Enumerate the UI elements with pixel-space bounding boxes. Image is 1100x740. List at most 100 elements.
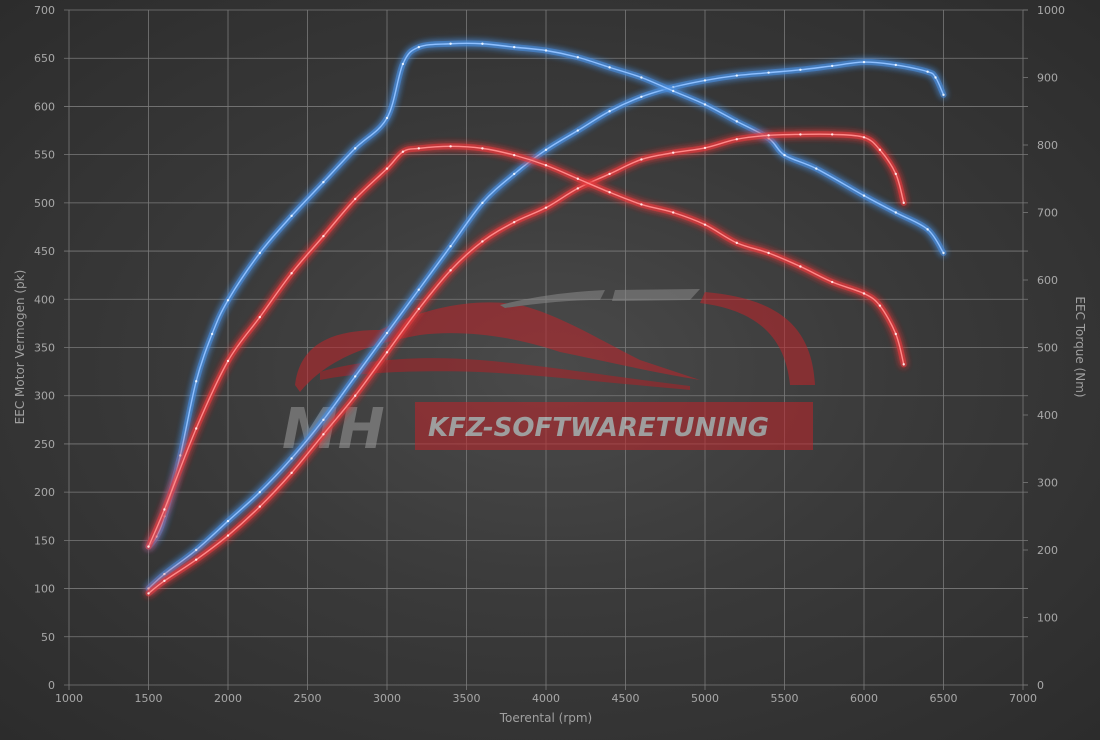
data-point: [878, 304, 882, 307]
data-point: [258, 251, 261, 255]
data-point: [226, 519, 230, 523]
data-point: [894, 332, 897, 336]
data-point: [934, 76, 937, 79]
y-right-tick-label: 400: [1037, 409, 1058, 422]
data-point: [640, 95, 643, 98]
data-point: [672, 151, 675, 154]
data-point: [195, 427, 198, 430]
data-point: [513, 45, 516, 49]
data-point: [385, 331, 389, 335]
grid: [64, 9, 1028, 690]
data-point: [147, 545, 150, 548]
data-point: [608, 172, 611, 176]
data-point: [179, 454, 182, 457]
series-0: [145, 59, 947, 592]
y-left-tick-label: 500: [34, 197, 55, 210]
x-tick-label: 6000: [850, 692, 878, 705]
data-point: [735, 74, 738, 77]
y-left-tick-label: 250: [34, 438, 55, 451]
x-tick-label: 4000: [532, 692, 560, 705]
y-right-tick-label: 600: [1037, 274, 1058, 287]
x-tick-label: 5000: [691, 692, 719, 705]
x-tick-label: 7000: [1009, 692, 1037, 705]
data-point: [767, 71, 770, 74]
data-point: [449, 269, 452, 272]
data-point: [735, 241, 738, 245]
y-right-tick-label: 0: [1037, 679, 1044, 692]
y-left-tick-label: 700: [34, 4, 55, 17]
series-2: [145, 131, 907, 597]
data-point: [815, 167, 818, 170]
x-tick-label: 5500: [771, 692, 799, 705]
x-tick-label: 2000: [214, 692, 242, 705]
data-point: [226, 359, 230, 363]
data-point: [226, 534, 230, 537]
data-point: [608, 191, 611, 194]
data-point: [576, 129, 579, 132]
watermark-logo: MH KFZ-SOFTWARETUNING: [282, 289, 815, 462]
data-point: [481, 147, 484, 150]
data-point: [672, 211, 675, 214]
y-left-tick-label: 400: [34, 293, 55, 306]
data-point: [735, 120, 738, 123]
data-point: [354, 375, 357, 378]
data-point: [290, 457, 293, 460]
y-right-tick-label: 300: [1037, 477, 1058, 490]
data-point: [608, 110, 611, 113]
data-point: [163, 508, 166, 511]
data-point: [862, 136, 866, 139]
data-point: [576, 177, 579, 180]
data-point: [258, 490, 261, 494]
x-tick-label: 1500: [135, 692, 163, 705]
data-point: [576, 187, 579, 190]
data-point: [926, 70, 929, 73]
data-point: [767, 134, 770, 137]
logo-swoosh-red: [700, 292, 815, 385]
data-point: [608, 66, 611, 69]
data-point: [831, 64, 834, 68]
x-tick-label: 3000: [373, 692, 401, 705]
y-left-tick-label: 200: [34, 486, 55, 499]
logo-swoosh-gray: [500, 290, 605, 308]
data-point: [513, 220, 516, 224]
data-point: [942, 251, 945, 255]
y-right-tick-label: 900: [1037, 72, 1058, 85]
data-point: [417, 307, 420, 311]
data-point: [163, 572, 166, 576]
data-point: [417, 288, 420, 291]
y-left-tick-label: 300: [34, 390, 55, 403]
data-point: [878, 148, 882, 152]
data-point: [322, 433, 325, 436]
data-point: [195, 548, 198, 552]
data-point: [385, 351, 389, 354]
data-point: [322, 180, 325, 184]
y-left-tick-label: 50: [41, 631, 55, 644]
data-point: [481, 201, 484, 205]
data-point: [544, 148, 548, 152]
y-left-tick-label: 350: [34, 342, 55, 355]
y-right-tick-label: 1000: [1037, 4, 1065, 17]
x-tick-label: 3500: [453, 692, 481, 705]
data-point: [449, 245, 452, 248]
data-point: [163, 579, 166, 583]
data-point: [576, 56, 579, 59]
data-point: [942, 93, 945, 97]
data-point: [703, 103, 707, 106]
data-point: [767, 251, 770, 255]
data-point: [544, 206, 548, 209]
y-right-tick-label: 200: [1037, 544, 1058, 557]
y-left-tick-label: 600: [34, 100, 55, 113]
series-line: [147, 61, 945, 590]
data-point: [210, 332, 214, 336]
data-point: [354, 394, 357, 397]
data-point: [385, 116, 389, 120]
data-point: [147, 592, 150, 595]
data-point: [401, 150, 405, 153]
y-right-tick-label: 700: [1037, 207, 1058, 220]
x-tick-label: 4500: [612, 692, 640, 705]
x-tick-label: 6500: [930, 692, 958, 705]
data-point: [862, 60, 866, 64]
data-point: [831, 280, 834, 284]
series-line: [147, 145, 905, 548]
